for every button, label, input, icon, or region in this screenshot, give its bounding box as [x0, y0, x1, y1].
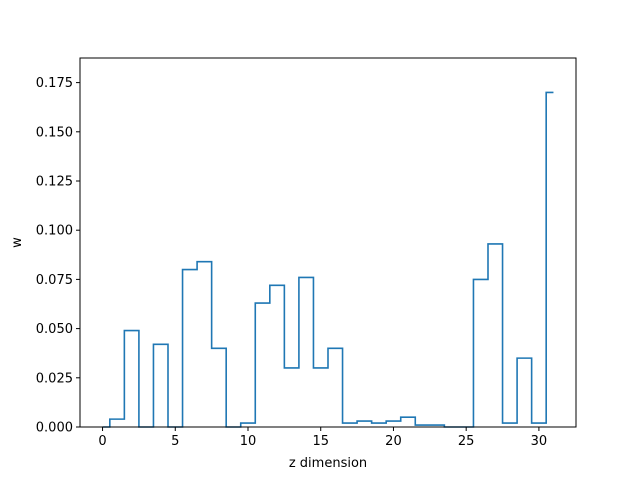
plot-area-frame [79, 57, 577, 428]
y-tick-label: 0.050 [36, 322, 73, 337]
y-tick-label: 0.125 [36, 175, 73, 190]
y-tick-label: 0.000 [36, 421, 73, 436]
x-axis-label: z dimension [289, 456, 367, 471]
x-tick-label: 0 [98, 434, 106, 449]
y-tick-label: 0.100 [36, 224, 73, 239]
x-tick-label: 30 [531, 434, 548, 449]
y-tick-label: 0.025 [36, 371, 73, 386]
y-axis: 0.000 0.025 0.050 0.075 0.100 0.125 0.150 0.175 [36, 76, 80, 436]
y-tick-label: 0.075 [36, 273, 73, 288]
x-tick-label: 15 [312, 434, 329, 449]
x-axis: 0 5 10 15 20 25 30 [98, 427, 547, 449]
x-tick-label: 5 [171, 434, 179, 449]
y-axis-label: w [10, 237, 25, 248]
y-tick-label: 0.175 [36, 76, 73, 91]
x-tick-label: 20 [385, 434, 402, 449]
y-tick-label: 0.150 [36, 125, 73, 140]
x-tick-label: 25 [458, 434, 475, 449]
x-tick-label: 10 [240, 434, 257, 449]
